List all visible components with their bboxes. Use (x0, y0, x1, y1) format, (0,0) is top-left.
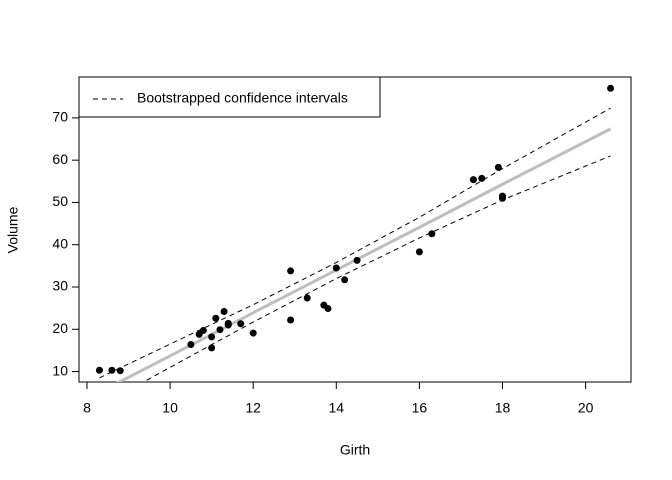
point (224, 319, 232, 327)
ci-upper (99, 107, 611, 379)
y-tick-label: 40 (52, 235, 68, 251)
ci-lower (142, 155, 611, 382)
point (303, 294, 311, 302)
y-tick-label: 20 (52, 320, 68, 336)
point (220, 308, 228, 316)
point (287, 316, 295, 324)
point (212, 314, 220, 322)
point (428, 230, 436, 238)
x-tick-label: 14 (329, 400, 345, 416)
point (237, 320, 245, 328)
y-axis-label: Volume (5, 206, 21, 253)
point (95, 366, 103, 374)
point (469, 176, 477, 184)
x-tick-label: 20 (578, 400, 594, 416)
y-tick-label: 30 (52, 278, 68, 294)
x-tick-label: 12 (245, 400, 261, 416)
point (332, 264, 340, 272)
legend-box (78, 76, 381, 118)
point (108, 366, 116, 374)
y-tick-label: 60 (52, 151, 68, 167)
y-tick-label: 70 (52, 109, 68, 125)
point (499, 194, 507, 202)
y-tick-label: 10 (52, 362, 68, 378)
x-tick-label: 16 (412, 400, 428, 416)
point (415, 248, 423, 256)
point (341, 276, 349, 284)
point (607, 84, 615, 92)
point (353, 256, 361, 264)
x-axis-label: Girth (340, 442, 370, 458)
point (199, 327, 207, 335)
point (249, 329, 257, 337)
plot-frame (78, 76, 632, 383)
point (208, 344, 216, 352)
point (287, 267, 295, 275)
point (478, 174, 486, 182)
plot-area (95, 84, 615, 382)
point (216, 326, 224, 334)
point (116, 367, 124, 375)
x-tick-label: 10 (162, 400, 178, 416)
point (494, 163, 502, 171)
point (324, 305, 332, 313)
y-tick-label: 50 (52, 193, 68, 209)
x-tick-label: 8 (83, 400, 91, 416)
legend-label: Bootstrapped confidence intervals (137, 90, 348, 106)
point (208, 333, 216, 341)
x-tick-label: 18 (495, 400, 511, 416)
point (187, 340, 195, 348)
